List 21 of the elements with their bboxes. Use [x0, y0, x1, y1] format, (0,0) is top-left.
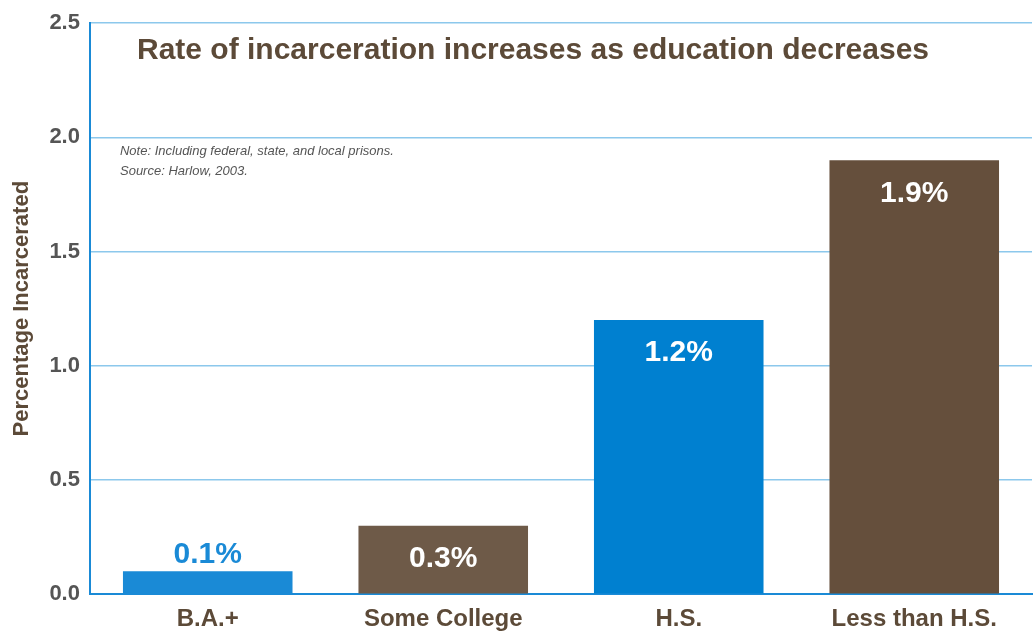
y-axis-title: Percentage Incarcerated [8, 180, 34, 437]
bar [593, 320, 764, 594]
y-tick-label: 0.5 [49, 466, 80, 492]
data-label: 1.9% [880, 174, 949, 208]
y-tick-label: 2.5 [49, 9, 80, 35]
bar [829, 160, 1000, 594]
chart-title: Rate of incarceration increases as education decreases [136, 32, 930, 66]
x-tick-label: H.S. [655, 604, 703, 632]
x-tick-label: Some College [363, 604, 523, 632]
annotation: Note: Including federal, state, and local prisons. [119, 142, 394, 158]
data-label: 1.2% [644, 334, 713, 368]
y-tick-label: 2.0 [49, 123, 80, 149]
y-tick-label: 0.0 [49, 580, 80, 606]
x-tick-label: Less than H.S. [831, 604, 997, 632]
data-label: 0.3% [409, 539, 478, 573]
x-tick-label: B.A.+ [176, 604, 239, 632]
y-tick-label: 1.0 [49, 351, 80, 377]
bar [358, 525, 529, 594]
annotation: Source: Harlow, 2003. [119, 162, 248, 178]
data-label: 0.1% [173, 535, 242, 569]
y-tick-label: 1.5 [49, 237, 80, 263]
